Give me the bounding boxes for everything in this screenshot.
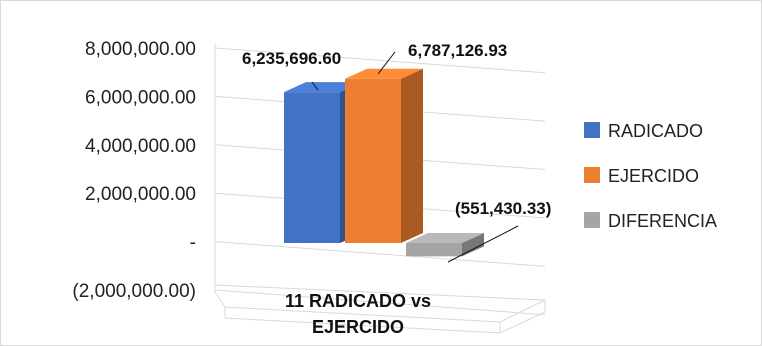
y-tick-label: (2,000,000.00) (72, 281, 196, 302)
data-labels: 6,235,696.60 6,787,126.93 (551,430.33) (242, 41, 551, 218)
bars (284, 68, 484, 257)
bar-side (462, 233, 484, 257)
chart-walls (214, 44, 546, 334)
bar-top (284, 82, 362, 93)
floor-front-edge (224, 300, 546, 334)
bar-front (284, 92, 340, 243)
legend-label: DIFERENCIA (608, 211, 717, 231)
gridline (214, 241, 546, 267)
legend-swatch (584, 167, 600, 183)
legend-swatch (584, 122, 600, 138)
data-label-diferencia: (551,430.33) (455, 199, 551, 218)
legend-swatch (584, 212, 600, 228)
y-tick-label: 2,000,000.00 (85, 184, 196, 205)
data-label-ejercido: 6,787,126.93 (408, 41, 507, 60)
bar-top (345, 68, 423, 79)
bar-top (406, 233, 484, 243)
leader-line (311, 81, 319, 91)
bar-front (345, 78, 401, 243)
y-tick-label: 8,000,000.00 (85, 39, 196, 60)
bar-front (406, 243, 462, 257)
category-label: EJERCIDO (312, 317, 404, 337)
leader-line (377, 51, 396, 75)
y-tick-label: 6,000,000.00 (85, 87, 196, 108)
legend-label: RADICADO (608, 121, 703, 141)
bar-radicado (284, 82, 362, 243)
leader-line (447, 225, 519, 263)
legend: RADICADO EJERCIDO DIFERENCIA (584, 121, 717, 231)
legend-item-ejercido: EJERCIDO (584, 166, 699, 186)
data-label-radicado: 6,235,696.60 (242, 49, 341, 68)
legend-item-radicado: RADICADO (584, 121, 703, 141)
gridline (214, 289, 546, 316)
bar-ejercido (345, 68, 423, 243)
y-tick-label: 4,000,000.00 (85, 136, 196, 157)
y-tick-label: - (190, 233, 196, 254)
bar-side (401, 68, 423, 243)
bar-diferencia (406, 233, 484, 257)
y-axis-ticks: 8,000,000.00 6,000,000.00 4,000,000.00 2,00… (72, 39, 196, 302)
category-labels: 11 RADICADO vs EJERCIDO (285, 291, 431, 337)
legend-label: EJERCIDO (608, 166, 699, 186)
category-label: 11 RADICADO vs (285, 291, 431, 311)
gridline (214, 47, 546, 74)
legend-item-diferencia: DIFERENCIA (584, 211, 717, 231)
leader-lines (311, 51, 519, 263)
